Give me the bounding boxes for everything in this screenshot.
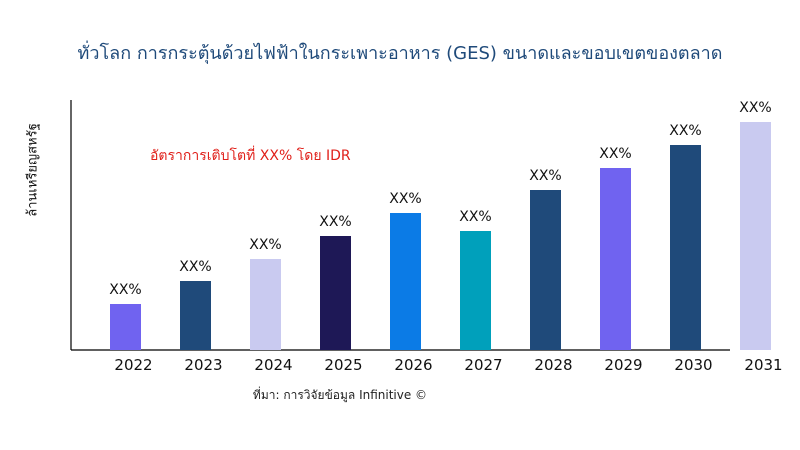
- chart-title: ทั่วโลก การกระตุ้นด้วยไฟฟ้าในกระเพาะอาหา…: [77, 43, 723, 64]
- chart-subtitle: อัตราการเติบโตที่ XX% โดย IDR: [150, 148, 351, 164]
- x-tick-2025: 2025: [324, 356, 362, 374]
- bar-2031: [740, 122, 771, 350]
- bar-2030: [670, 145, 701, 350]
- data-label-2031: XX%: [739, 100, 771, 116]
- data-label-2027: XX%: [459, 209, 491, 225]
- data-label-2026: XX%: [389, 191, 421, 207]
- bar-2026: [390, 213, 421, 350]
- data-label-2024: XX%: [249, 237, 281, 253]
- data-label-2028: XX%: [529, 168, 561, 184]
- x-tick-2023: 2023: [184, 356, 222, 374]
- x-tick-2028: 2028: [534, 356, 572, 374]
- data-label-2023: XX%: [179, 259, 211, 275]
- x-tick-2024: 2024: [254, 356, 292, 374]
- bar-2029: [600, 168, 631, 350]
- bar-2022: [110, 304, 141, 350]
- bar-2025: [320, 236, 351, 350]
- x-tick-2029: 2029: [604, 356, 642, 374]
- x-tick-2030: 2030: [674, 356, 712, 374]
- bar-2024: [250, 259, 281, 350]
- bar-2023: [180, 281, 211, 350]
- bar-2027: [460, 231, 491, 350]
- x-tick-2026: 2026: [394, 356, 432, 374]
- x-tick-2022: 2022: [114, 356, 152, 374]
- data-label-2022: XX%: [109, 282, 141, 298]
- data-label-2025: XX%: [319, 214, 351, 230]
- data-label-2029: XX%: [599, 146, 631, 162]
- x-tick-2031: 2031: [744, 356, 782, 374]
- bar-2028: [530, 190, 561, 350]
- data-label-2030: XX%: [669, 123, 701, 139]
- x-tick-2027: 2027: [464, 356, 502, 374]
- source-note: ที่มา: การวิจัยข้อมูล Infinitive ©: [252, 388, 428, 402]
